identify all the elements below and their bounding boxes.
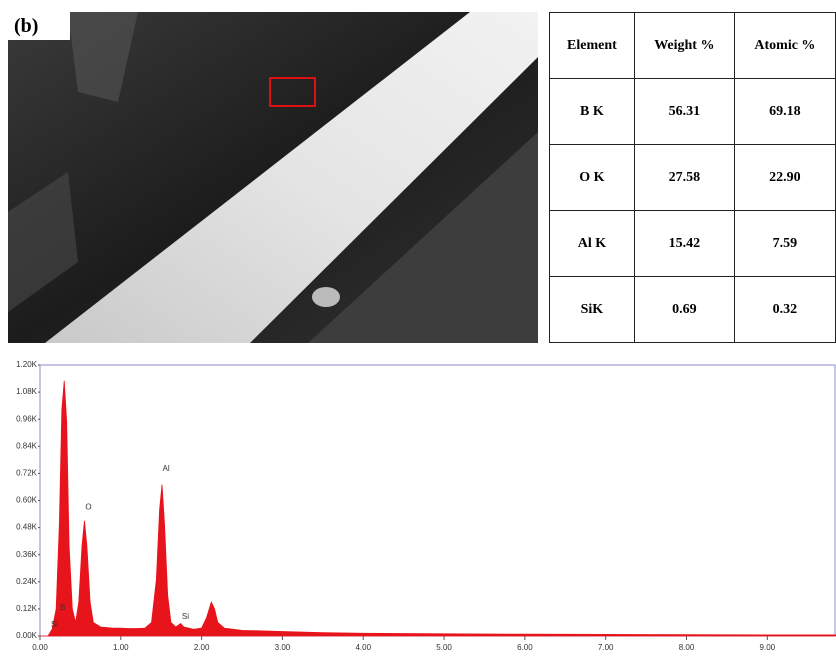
table-cell: 0.32	[734, 277, 835, 343]
x-tick-label: 0.00	[32, 643, 48, 652]
table-cell: 7.59	[734, 211, 835, 277]
table-cell: 56.31	[634, 79, 734, 145]
panel-label: (b)	[14, 15, 38, 37]
peak-label: B	[60, 603, 65, 612]
header-row: Element Weight % Atomic %	[550, 13, 836, 79]
header-cell: Element	[550, 13, 635, 79]
eds-spectrum: 0.00K 0.12K 0.24K 0.36K 0.48K 0.60K 0.72K 0.84K…	[0, 355, 836, 657]
y-tick-label: 0.72K	[16, 469, 38, 478]
x-tick-label: 3.00	[275, 643, 291, 652]
y-tick-label: 0.00K	[16, 631, 38, 640]
x-tick-label: 6.00	[517, 643, 533, 652]
x-tick-label: 5.00	[436, 643, 452, 652]
y-tick-label: 0.36K	[16, 550, 38, 559]
y-tick-label: 0.24K	[16, 577, 38, 586]
spectrum-area	[40, 381, 836, 636]
peak-label: Si	[182, 612, 189, 621]
peak-label: Al	[163, 464, 170, 473]
table-cell: SiK	[550, 277, 635, 343]
x-tick-label: 9.00	[760, 643, 776, 652]
table-cell: O K	[550, 145, 635, 211]
table-cell: 0.69	[634, 277, 734, 343]
sem-image: (b)	[8, 12, 538, 343]
y-tick-label: 0.96K	[16, 414, 38, 423]
table-cell: B K	[550, 79, 635, 145]
header-cell: Weight %	[634, 13, 734, 79]
table-cell: Al K	[550, 211, 635, 277]
x-tick-label: 4.00	[355, 643, 371, 652]
y-tick-label: 1.20K	[16, 360, 38, 369]
y-tick-label: 0.84K	[16, 441, 38, 450]
y-tick-label: 1.08K	[16, 387, 38, 396]
page: (b) Element Weight % Atomic % B K56.3169…	[0, 0, 836, 657]
peak-label: O	[85, 502, 91, 511]
x-tick-label: 2.00	[194, 643, 210, 652]
header-cell: Atomic %	[734, 13, 835, 79]
x-tick-label: 8.00	[679, 643, 695, 652]
y-tick-label: 0.60K	[16, 496, 38, 505]
y-tick-label: 0.48K	[16, 523, 38, 532]
table-cell: 15.42	[634, 211, 734, 277]
y-tick-label: 0.12K	[16, 604, 38, 613]
x-tick-label: 7.00	[598, 643, 614, 652]
table-cell: 69.18	[734, 79, 835, 145]
table-cell: 22.90	[734, 145, 835, 211]
particle	[312, 287, 340, 307]
table-cell: 27.58	[634, 145, 734, 211]
peak-label: Si	[51, 620, 58, 629]
x-tick-label: 1.00	[113, 643, 129, 652]
